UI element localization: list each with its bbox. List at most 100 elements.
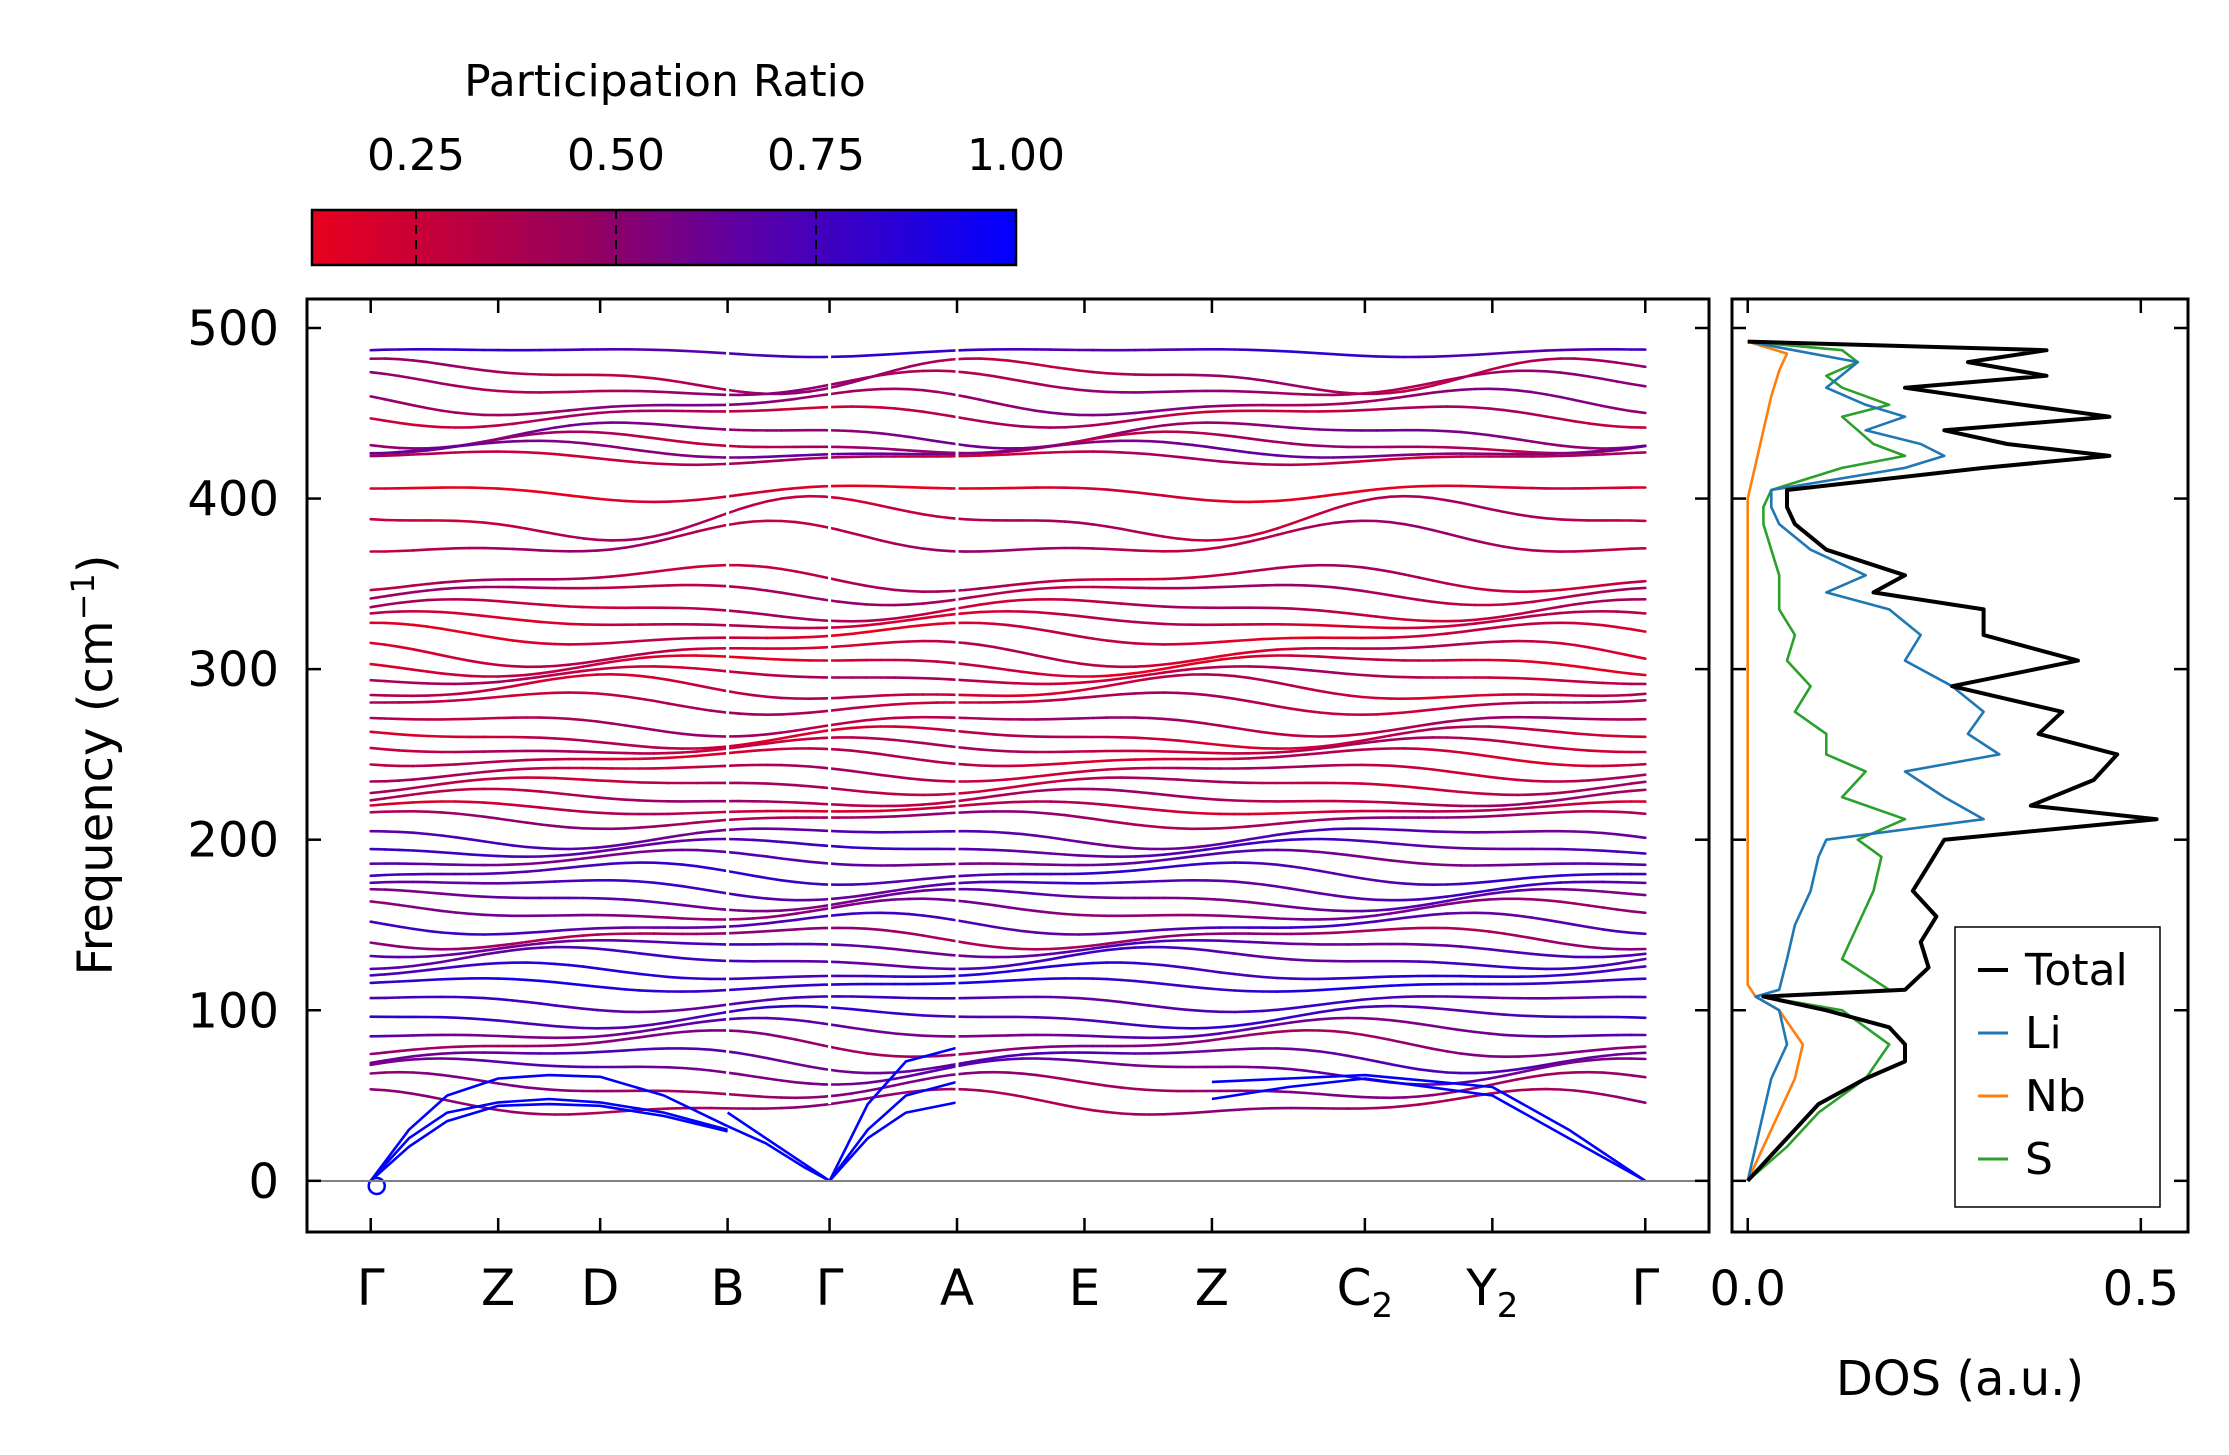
phonon-band-segment xyxy=(1389,593,1406,599)
phonon-band-segment xyxy=(610,897,627,901)
phonon-band-segment xyxy=(1629,579,1647,584)
phonon-band-segment xyxy=(595,1039,613,1044)
phonon-band-segment xyxy=(1275,1066,1293,1071)
phonon-band-segment xyxy=(1205,948,1222,954)
phonon-band-segment xyxy=(1516,1068,1534,1075)
phonon-band-segment xyxy=(440,362,458,368)
phonon-band-segment xyxy=(680,863,698,868)
phonon-band-segment xyxy=(1374,738,1392,743)
phonon-band-segment xyxy=(666,975,684,980)
phonon-band-segment xyxy=(1474,447,1491,451)
phonon-band-segment xyxy=(468,613,486,618)
phonon-band-segment xyxy=(1304,654,1321,658)
phonon-band-segment xyxy=(1516,614,1534,620)
phonon-band-segment xyxy=(1360,565,1378,571)
phonon-band-segment xyxy=(978,1049,996,1054)
phonon-band-segment xyxy=(1275,606,1293,610)
phonon-band-segment xyxy=(907,1033,925,1037)
phonon-band-segment xyxy=(1162,440,1180,445)
phonon-band-segment xyxy=(482,440,500,445)
phonon-band-segment xyxy=(581,430,599,434)
phonon-band-segment xyxy=(1389,828,1406,832)
phonon-band-segment xyxy=(1587,945,1605,950)
phonon-band-segment xyxy=(482,1059,500,1064)
phonon-band-segment xyxy=(454,411,472,416)
phonon-band-segment xyxy=(1120,489,1137,494)
phonon-band-segment xyxy=(1573,453,1590,457)
phonon-band-segment xyxy=(1360,985,1378,989)
phonon-band-segment xyxy=(652,1107,670,1111)
phonon-band-segment xyxy=(1417,722,1435,728)
phonon-band-segment xyxy=(808,724,826,730)
phonon-band-segment xyxy=(907,510,925,516)
phonon-band-segment xyxy=(1488,588,1505,593)
phonon-band-segment xyxy=(525,432,543,437)
phonon-band-segment xyxy=(1275,732,1293,737)
phonon-band-segment xyxy=(1318,689,1335,695)
phonon-band-segment xyxy=(1530,607,1548,614)
phonon-band-segment xyxy=(737,671,755,676)
phonon-band-segment xyxy=(1035,1045,1052,1049)
phonon-band-segment xyxy=(652,531,670,538)
phonon-band-segment xyxy=(1049,995,1066,999)
phonon-band-segment xyxy=(1445,1007,1463,1013)
phonon-band-segment xyxy=(1601,849,1619,853)
phonon-band-segment xyxy=(383,585,401,591)
phonon-band-segment xyxy=(907,885,925,890)
phonon-band-segment xyxy=(1502,369,1520,373)
phonon-band-segment xyxy=(1063,761,1081,765)
phonon-band-segment xyxy=(1247,531,1265,538)
phonon-band-segment xyxy=(1219,950,1236,955)
phonon-band-segment xyxy=(468,912,486,917)
phonon-band-segment xyxy=(1516,600,1534,605)
phonon-band-segment xyxy=(638,842,656,848)
phonon-band-segment xyxy=(1332,1093,1350,1098)
phonon-band-segment xyxy=(624,653,642,658)
phonon-band-segment xyxy=(1431,1047,1449,1053)
kpoint-label: C2 xyxy=(1337,1259,1394,1326)
phonon-band-segment xyxy=(1587,749,1605,753)
phonon-band-segment xyxy=(567,934,585,939)
phonon-band-segment xyxy=(638,880,656,885)
phonon-band-segment xyxy=(1304,907,1321,912)
phonon-band-segment xyxy=(1162,738,1180,742)
phonon-band-segment xyxy=(454,364,472,370)
phonon-band-segment xyxy=(1318,763,1335,768)
phonon-band-segment xyxy=(1233,655,1250,660)
phonon-band-segment xyxy=(1601,447,1619,453)
phonon-band-segment xyxy=(1573,621,1590,626)
phonon-band-segment xyxy=(850,1071,868,1075)
phonon-band-segment xyxy=(426,832,443,837)
phonon-band-segment xyxy=(850,789,868,794)
phonon-band-segment xyxy=(1049,1075,1066,1081)
phonon-band-segment xyxy=(907,1068,925,1073)
phonon-band-segment xyxy=(1389,909,1406,915)
phonon-band-segment xyxy=(1474,640,1491,645)
phonon-band-segment xyxy=(1289,748,1307,753)
phonon-band-segment xyxy=(1020,451,1038,456)
phonon-band-segment xyxy=(1035,909,1052,915)
phonon-band-segment xyxy=(1120,619,1137,624)
phonon-band-segment xyxy=(1474,737,1491,742)
phonon-band-segment xyxy=(1445,897,1463,903)
phonon-band-segment xyxy=(1601,978,1619,982)
phonon-band-segment xyxy=(1148,1025,1166,1029)
phonon-band-segment xyxy=(865,353,882,357)
phonon-band-segment xyxy=(1261,499,1279,503)
phonon-band-segment xyxy=(935,1053,953,1058)
phonon-band-segment xyxy=(1374,729,1392,734)
phonon-band-segment xyxy=(1573,1059,1590,1064)
phonon-band-segment xyxy=(468,1077,486,1083)
phonon-band-segment xyxy=(411,749,429,754)
phonon-band-segment xyxy=(1516,547,1534,552)
phonon-band-segment xyxy=(383,453,401,458)
phonon-band-segment xyxy=(581,850,599,855)
phonon-band-segment xyxy=(992,401,1010,407)
phonon-band-segment xyxy=(482,1034,500,1038)
phonon-band-segment xyxy=(1488,485,1505,489)
phonon-band-segment xyxy=(1601,734,1619,738)
phonon-band-segment xyxy=(1035,699,1052,703)
phonon-band-segment xyxy=(1049,698,1066,702)
phonon-band-segment xyxy=(468,412,486,417)
phonon-band-segment xyxy=(581,1050,599,1055)
